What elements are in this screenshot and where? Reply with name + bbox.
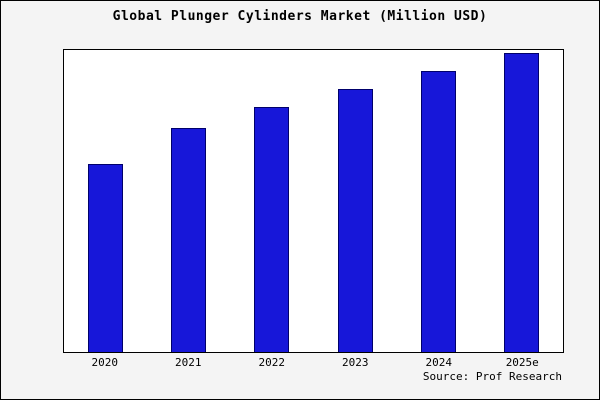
bar-column-2021 (147, 50, 230, 352)
x-tick-label-2022: 2022 (258, 356, 286, 369)
source-note: Source: Prof Research (422, 370, 562, 383)
x-tick-label-2021: 2021 (175, 356, 202, 369)
bar-column-2022 (230, 50, 313, 352)
plot-area (63, 49, 564, 353)
x-tick-label-2024: 2024 (425, 356, 453, 369)
bar-2022 (254, 106, 290, 352)
bar-column-2020 (64, 50, 147, 352)
bar-2023 (337, 88, 373, 352)
bar-column-2023 (314, 50, 397, 352)
bar-2024 (420, 70, 456, 352)
bar-2021 (171, 127, 207, 352)
bar-column-2025e (480, 50, 563, 352)
x-axis-labels: 2020 2021 2022 2023 2024 2025e (63, 356, 564, 369)
chart-title: Global Plunger Cylinders Market (Million… (112, 9, 488, 24)
x-tick-label-2025e: 2025e (505, 356, 539, 369)
bar-2020 (88, 163, 124, 352)
x-tick-label-2023: 2023 (342, 356, 369, 369)
x-tick-label-2020: 2020 (91, 356, 119, 369)
bar-column-2024 (397, 50, 480, 352)
bar-2025e (503, 53, 539, 352)
